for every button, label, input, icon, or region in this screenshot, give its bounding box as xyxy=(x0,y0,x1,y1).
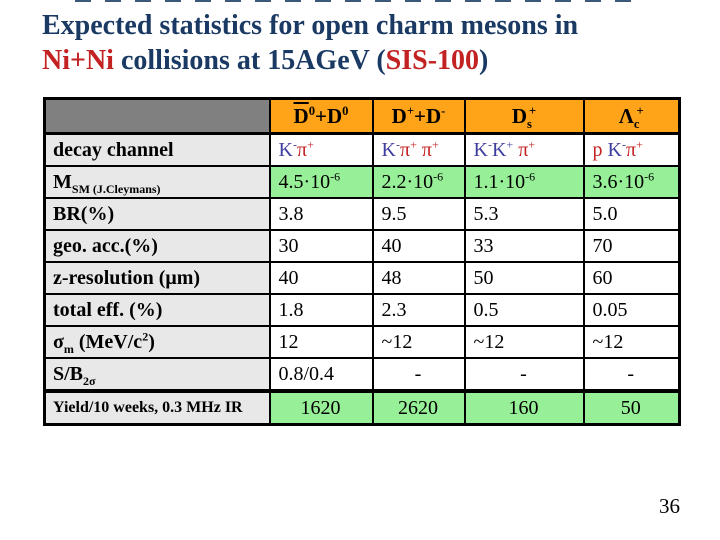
table-row-yield: Yield/10 weeks, 0.3 MHz IR 1620 2620 160 50 xyxy=(43,389,681,426)
data-cell: 40 xyxy=(371,229,466,263)
data-cell: ~12 xyxy=(371,325,466,359)
row-label-multiplicity-sm: MSM (J.Cleymans) xyxy=(43,165,271,199)
data-cell: 5.3 xyxy=(463,197,585,231)
table-header-row: D0+D0 D++D- Ds+ Λc+ xyxy=(43,97,681,135)
column-header-Dplus-plus-Dminus: D++D- xyxy=(371,97,466,135)
table-row-multiplicity-sm: MSM (J.Cleymans) 4.5·10-6 2.2·10-6 1.1·10-6… xyxy=(43,165,681,199)
data-cell: 70 xyxy=(582,229,681,263)
data-cell: 2.3 xyxy=(371,293,466,327)
open-charm-statistics-table: D0+D0 D++D- Ds+ Λc+ decay channel K-π+ K-π+ π+… xyxy=(43,97,681,426)
title-line: Ni+Ni collisions at 15AGeV (SIS-100) xyxy=(42,45,489,77)
data-cell: 60 xyxy=(582,261,681,295)
column-header-D0bar-plus-D0: D0+D0 xyxy=(268,97,374,135)
data-cell: 50 xyxy=(463,261,585,295)
data-cell: 3.6·10-6 xyxy=(582,165,681,199)
table-row-geo-acceptance: geo. acc.(%) 30 40 33 70 xyxy=(43,229,681,263)
data-cell: - xyxy=(371,357,466,392)
table-row-branching-ratio: BR(%) 3.8 9.5 5.3 5.0 xyxy=(43,197,681,231)
table-row-decay-channel: decay channel K-π+ K-π+ π+ K-K+ π+ p K-π+ xyxy=(43,132,681,167)
data-cell: p K-π+ xyxy=(582,132,681,167)
data-cell: 50 xyxy=(582,389,681,426)
data-cell: 40 xyxy=(268,261,374,295)
data-cell: 4.5·10-6 xyxy=(268,165,374,199)
row-label-geo-acceptance: geo. acc.(%) xyxy=(43,229,271,263)
data-cell: 9.5 xyxy=(371,197,466,231)
row-label-total-efficiency: total eff. (%) xyxy=(43,293,271,327)
data-cell: ~12 xyxy=(582,325,681,359)
data-cell: 0.8/0.4 xyxy=(268,357,374,392)
data-cell: 2.2·10-6 xyxy=(371,165,466,199)
data-cell: 0.05 xyxy=(582,293,681,327)
data-cell: 12 xyxy=(268,325,374,359)
page-number: 36 xyxy=(659,494,680,518)
table-row-total-efficiency: total eff. (%) 1.8 2.3 0.5 0.05 xyxy=(43,293,681,327)
data-cell: 0.5 xyxy=(463,293,585,327)
slide-title: Expected statistics for open charm meson… xyxy=(42,8,578,79)
row-label-branching-ratio: BR(%) xyxy=(43,197,271,231)
data-cell: K-K+ π+ xyxy=(463,132,585,167)
data-cell: - xyxy=(582,357,681,392)
data-cell: ~12 xyxy=(463,325,585,359)
row-label-signal-to-background: S/B2σ xyxy=(43,357,271,392)
row-label-sigma-m: σm (MeV/c2) xyxy=(43,325,271,359)
data-cell: 160 xyxy=(463,389,585,426)
row-label-yield: Yield/10 weeks, 0.3 MHz IR xyxy=(43,389,271,426)
table-row-z-resolution: z-resolution (μm) 40 48 50 60 xyxy=(43,261,681,295)
column-header-Lambda-c-plus: Λc+ xyxy=(582,97,681,135)
data-cell: 1.1·10-6 xyxy=(463,165,585,199)
row-label-decay-channel: decay channel xyxy=(43,132,271,167)
data-cell: K-π+ xyxy=(268,132,374,167)
data-cell: 48 xyxy=(371,261,466,295)
data-cell: K-π+ π+ xyxy=(371,132,466,167)
table-corner-cell xyxy=(43,97,271,135)
table-row-sigma-m: σm (MeV/c2) 12 ~12 ~12 ~12 xyxy=(43,325,681,359)
title-line: Expected statistics for open charm meson… xyxy=(42,10,579,41)
data-cell: 1620 xyxy=(268,389,374,426)
data-cell: 3.8 xyxy=(268,197,374,231)
data-cell: - xyxy=(463,357,585,392)
data-cell: 30 xyxy=(268,229,374,263)
row-label-z-resolution: z-resolution (μm) xyxy=(43,261,271,295)
clipped-text-artifact xyxy=(75,0,645,2)
data-cell: 1.8 xyxy=(268,293,374,327)
data-cell: 5.0 xyxy=(582,197,681,231)
data-cell: 33 xyxy=(463,229,585,263)
column-header-Ds-plus: Ds+ xyxy=(463,97,585,135)
table-row-signal-to-background: S/B2σ 0.8/0.4- - - xyxy=(43,357,681,392)
data-cell: 2620 xyxy=(371,389,466,426)
